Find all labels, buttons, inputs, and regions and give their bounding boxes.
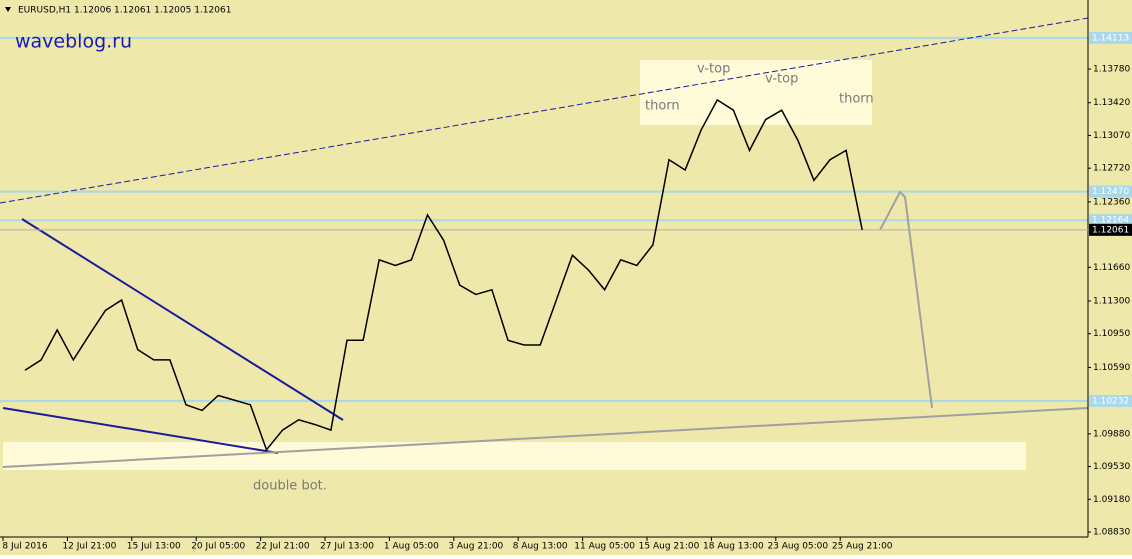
level-label-box: [1089, 31, 1132, 44]
annotation: v-top: [765, 72, 798, 87]
x-tick-label: 20 Jul 05:00: [191, 542, 245, 552]
y-tick-label: 1.10950: [1093, 329, 1130, 339]
watermark: waveblog.ru: [15, 31, 132, 53]
x-tick-label: 8 Aug 13:00: [513, 542, 568, 552]
annotation: thorn: [645, 99, 680, 114]
x-tick-label: 8 Jul 2016: [2, 542, 47, 552]
header: EURUSD,H1 1.12006 1.12061 1.12005 1.1206…: [18, 6, 231, 16]
x-tick-label: 27 Jul 13:00: [320, 542, 374, 552]
highlight-box: [640, 60, 872, 125]
current-price-box: [1089, 223, 1132, 236]
x-tick-label: 15 Aug 21:00: [639, 542, 700, 552]
y-tick-label: 1.12720: [1093, 164, 1130, 174]
x-tick-label: 23 Aug 05:00: [767, 542, 828, 552]
level-label: 1.12164: [1092, 216, 1129, 226]
y-tick-label: 1.09180: [1093, 495, 1130, 505]
y-tick-label: 1.12360: [1093, 197, 1130, 207]
y-tick-label: 1.11660: [1093, 263, 1130, 273]
y-tick-label: 1.10590: [1093, 363, 1130, 373]
y-tick-label: 1.13780: [1093, 65, 1130, 75]
y-tick-label: 1.13070: [1093, 131, 1130, 141]
y-tick-label: 1.09880: [1093, 429, 1130, 439]
annotation: thorn: [839, 92, 874, 107]
channel-line: [0, 17, 1089, 204]
y-tick-label: 1.13420: [1093, 98, 1130, 108]
x-tick-label: 3 Aug 21:00: [448, 542, 503, 552]
x-tick-label: 15 Jul 13:00: [127, 542, 181, 552]
annotation: v-top: [697, 62, 730, 77]
x-tick-label: 18 Aug 13:00: [703, 542, 764, 552]
current-price-label: 1.12061: [1092, 225, 1129, 235]
projection: [879, 190, 933, 409]
level-label: 1.12470: [1092, 187, 1129, 197]
y-tick-label: 1.11300: [1093, 297, 1130, 307]
level-label-box: [1089, 185, 1132, 198]
trend-line: [21, 218, 344, 421]
x-tick-label: 1 Aug 05:00: [384, 542, 439, 552]
x-tick-label: 25 Aug 21:00: [832, 542, 893, 552]
level-label: 1.14113: [1092, 33, 1129, 43]
y-tick-label: 1.08830: [1093, 528, 1130, 538]
x-tick-label: 22 Jul 21:00: [256, 542, 310, 552]
trend-line: [2, 407, 1089, 468]
menu-arrow: [5, 7, 11, 12]
annotation: double bot.: [253, 479, 327, 494]
y-tick-label: 1.09530: [1093, 462, 1130, 472]
trend-line: [2, 407, 279, 454]
level-label-box: [1089, 394, 1132, 407]
level-label-box: [1089, 214, 1132, 227]
highlight-box: [3, 442, 1026, 470]
x-tick-label: 11 Aug 05:00: [574, 542, 635, 552]
price-line: [24, 98, 863, 452]
level-label: 1.10232: [1092, 396, 1129, 406]
x-tick-label: 12 Jul 21:00: [62, 542, 116, 552]
